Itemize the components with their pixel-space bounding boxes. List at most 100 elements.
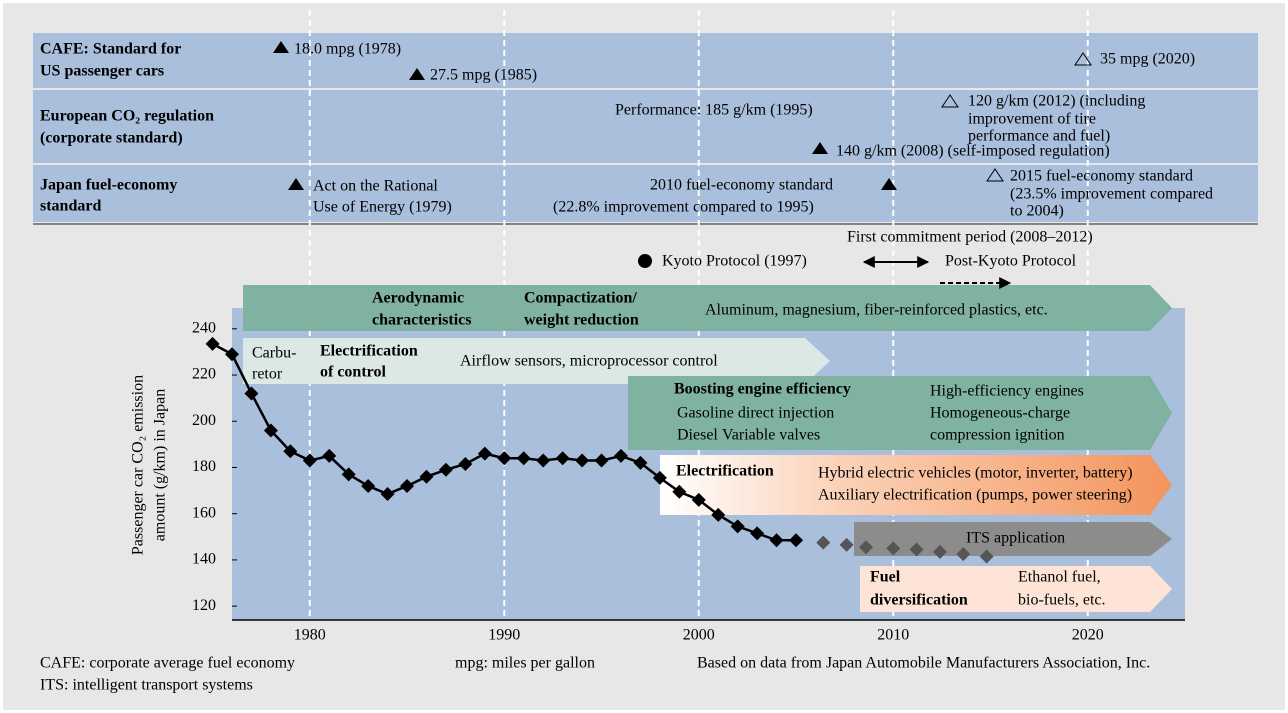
data-point (932, 544, 947, 559)
annotation: Post-Kyoto Protocol (945, 253, 1077, 270)
tech-arrow (243, 285, 1172, 331)
annotation: 2015 fuel-economy standard (1010, 168, 1193, 185)
data-point (672, 484, 687, 499)
annotation: 120 g/km (2012) (including (968, 93, 1145, 110)
data-point (438, 462, 453, 477)
annotation: Kyoto Protocol (1997) (662, 253, 807, 270)
annotation: Homogeneous-charge (930, 405, 1070, 422)
data-point (956, 547, 971, 562)
annotation: Auxiliary electrification (pumps, power … (818, 487, 1132, 504)
event-marker (638, 254, 652, 268)
data-point (789, 533, 804, 548)
y-tick-label: 120 (192, 597, 216, 614)
y-axis-label: amount (g/km) in Japan (152, 389, 169, 541)
label-bold: Japan fuel-economy (40, 177, 177, 194)
annotation: Carbu- (252, 345, 296, 362)
data-point (477, 446, 492, 461)
x-tick-label: 1980 (294, 627, 326, 644)
table-row (33, 33, 1258, 88)
data-point (400, 478, 415, 493)
data-point (730, 519, 745, 534)
event-marker (812, 142, 828, 154)
annotation: (23.5% improvement compared (1010, 186, 1213, 203)
y-tick-label: 180 (192, 458, 216, 475)
annotation: 2010 fuel-economy standard (650, 177, 833, 194)
label-bold: diversification (870, 592, 968, 609)
data-point (244, 386, 259, 401)
data-point (458, 457, 473, 471)
annotation: compression ignition (930, 427, 1065, 444)
label-bold: of control (320, 364, 386, 381)
data-point (361, 478, 376, 493)
tech-arrow (860, 566, 1172, 612)
annotation: ITS: intelligent transport systems (40, 677, 253, 694)
data-point (516, 451, 531, 466)
event-marker (986, 168, 1004, 182)
data-point (283, 444, 298, 459)
event-marker (288, 178, 304, 190)
annotation: performance and fuel) (968, 128, 1110, 145)
x-tick-label: 1990 (488, 627, 520, 644)
data-point (859, 540, 874, 555)
event-marker (273, 41, 289, 53)
annotation: 27.5 mpg (1985) (430, 67, 537, 84)
x-tick-label: 2000 (683, 627, 715, 644)
label-bold: characteristics (372, 312, 472, 329)
annotation: mpg: miles per gallon (455, 655, 595, 672)
data-point (613, 448, 628, 463)
label-bold: European CO₂ regulation (40, 108, 214, 125)
label-bold: Electrification (320, 343, 418, 360)
annotation: Ethanol fuel, (1018, 569, 1101, 586)
label-bold: Boosting engine efficiency (674, 381, 851, 398)
y-tick-label: 200 (192, 412, 216, 429)
data-point (839, 537, 854, 552)
y-tick-label: 140 (192, 551, 216, 568)
tech-arrow (243, 338, 830, 384)
annotation: First commitment period (2008–2012) (847, 229, 1093, 246)
event-marker (941, 94, 959, 108)
data-point (691, 492, 706, 507)
annotation: (22.8% improvement compared to 1995) (553, 199, 814, 216)
data-point (497, 451, 512, 466)
tech-arrow (660, 455, 1172, 515)
data-point (750, 526, 765, 541)
annotation: Based on data from Japan Automobile Manu… (697, 655, 1150, 672)
label-bold: Aerodynamic (372, 290, 464, 307)
data-point (979, 549, 994, 564)
data-point (322, 448, 337, 463)
data-point (652, 470, 667, 485)
table-row (33, 90, 1258, 163)
event-marker (881, 178, 897, 190)
data-point (816, 535, 831, 550)
tech-arrow (854, 522, 1172, 556)
label-bold: CAFE: Standard for (40, 41, 181, 58)
data-point (575, 453, 590, 468)
data-point (711, 507, 726, 522)
data-point (594, 453, 609, 468)
data-point (341, 467, 356, 482)
data-point (536, 453, 551, 468)
annotation: to 2004) (1010, 203, 1064, 220)
data-point (886, 541, 901, 556)
annotation: Diesel (677, 427, 718, 444)
annotation: High-efficiency engines (930, 383, 1084, 400)
label-bold: Fuel (870, 569, 901, 586)
annotation: ITS application (966, 530, 1065, 547)
data-point (380, 487, 395, 502)
event-marker (409, 68, 425, 80)
label-bold: weight reduction (524, 312, 639, 329)
label-bold: Compactization/ (524, 290, 637, 307)
annotation: Use of Energy (1979) (313, 199, 452, 216)
data-point (633, 455, 648, 470)
annotation: Variable valves (722, 427, 820, 444)
annotation: Airflow sensors, microprocessor control (460, 353, 718, 370)
label-bold: (corporate standard) (40, 130, 183, 147)
data-point (263, 423, 278, 438)
annotation: 18.0 mpg (1978) (294, 41, 401, 58)
annotation: 35 mpg (2020) (1100, 51, 1195, 68)
annotation: Gasoline direct injection (677, 405, 834, 422)
annotation: Hybrid electric vehicles (motor, inverte… (818, 465, 1133, 482)
tech-arrow (628, 376, 1172, 450)
table-row (33, 165, 1258, 222)
